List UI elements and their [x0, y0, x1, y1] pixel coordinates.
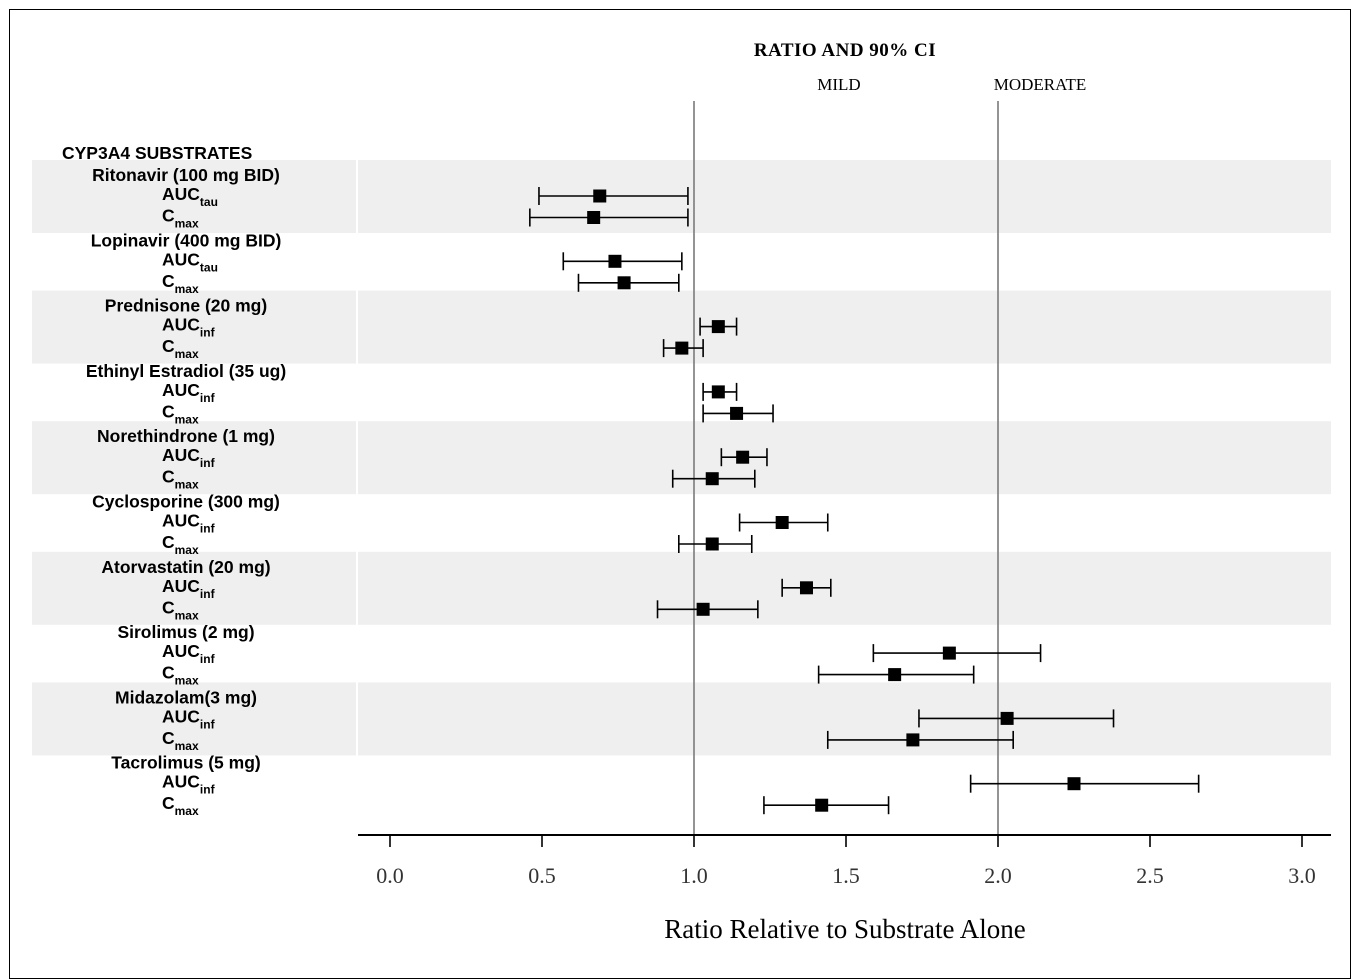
row-label: Cmax: [162, 467, 199, 492]
point-estimate: [617, 276, 631, 290]
row-label: AUCinf: [162, 315, 216, 340]
point-estimate: [593, 189, 607, 203]
row-label: AUCinf: [162, 772, 216, 797]
row-label: Cmax: [162, 663, 199, 688]
x-tick-label: 0.5: [528, 863, 556, 888]
row-label: AUCinf: [162, 641, 216, 666]
point-estimate: [608, 254, 622, 268]
x-tick-label: 2.0: [984, 863, 1012, 888]
row-band-label: [32, 290, 356, 364]
point-estimate: [906, 733, 920, 747]
row-label: AUCinf: [162, 511, 216, 536]
point-estimate: [711, 385, 725, 399]
data-marks: [529, 187, 1200, 815]
row-label: AUCinf: [162, 576, 216, 601]
point-estimate: [815, 798, 829, 812]
row-label: Cmax: [162, 336, 199, 361]
row-label: Cmax: [162, 597, 199, 622]
x-tick-label: 3.0: [1288, 863, 1316, 888]
x-axis: 0.0 0.5 1.0 1.5 2.0 2.5 3.0: [358, 834, 1331, 888]
x-tick-label: 2.5: [1136, 863, 1164, 888]
row-band-plot: [358, 421, 1331, 495]
group-name: Ethinyl Estradiol (35 ug): [86, 361, 286, 381]
point-estimate: [730, 406, 744, 420]
row-label: Cmax: [162, 401, 199, 426]
point-estimate: [705, 472, 719, 486]
row-band-label: [32, 160, 356, 233]
point-estimate: [775, 516, 789, 529]
row-label: Cmax: [162, 271, 199, 296]
row-label: Cmax: [162, 206, 199, 231]
row-band-plot: [358, 290, 1331, 364]
reference-label: MODERATE: [994, 75, 1087, 94]
row-band-plot: [358, 682, 1331, 756]
group-name: Atorvastatin (20 mg): [101, 557, 270, 577]
chart-title: RATIO AND 90% CI: [754, 40, 936, 61]
row-label: AUCinf: [162, 380, 216, 405]
point-estimate: [888, 668, 902, 682]
point-estimate: [696, 602, 710, 616]
group-name: Lopinavir (400 mg BID): [91, 230, 282, 250]
row-band-label: [32, 551, 356, 625]
row-band-plot: [358, 160, 1331, 233]
row-label: AUCinf: [162, 706, 216, 731]
x-tick-label: 1.5: [832, 863, 860, 888]
group-name: Midazolam(3 mg): [115, 687, 257, 707]
row-band-label: [32, 421, 356, 495]
point-estimate: [705, 537, 719, 551]
row-label: Cmax: [162, 728, 199, 753]
reference-lines: MILD MODERATE: [693, 75, 1087, 835]
row-label: AUCtau: [162, 249, 218, 274]
row-label: AUCtau: [162, 184, 218, 209]
x-axis-label: Ratio Relative to Substrate Alone: [664, 914, 1025, 944]
group-name: Tacrolimus (5 mg): [111, 753, 260, 773]
row-label: Cmax: [162, 793, 199, 818]
row-label: AUCinf: [162, 445, 216, 470]
group-name: Prednisone (20 mg): [105, 296, 267, 316]
group-name: Norethindrone (1 mg): [97, 426, 275, 446]
point-estimate: [675, 341, 689, 355]
point-estimate: [736, 450, 750, 464]
point-estimate: [1067, 777, 1081, 791]
point-estimate: [1000, 711, 1014, 725]
point-estimate: [587, 211, 601, 224]
x-tick-label: 0.0: [376, 863, 404, 888]
row-band-plot: [358, 551, 1331, 625]
row-label: Cmax: [162, 532, 199, 557]
point-estimate: [799, 581, 813, 595]
group-name: Cyclosporine (300 mg): [92, 492, 280, 512]
point-estimate: [711, 320, 725, 334]
row-band-label: [32, 682, 356, 756]
row-bands: [32, 160, 1331, 756]
group-name: Sirolimus (2 mg): [117, 622, 254, 642]
x-tick-label: 1.0: [680, 863, 708, 888]
point-estimate: [942, 646, 956, 660]
section-header: CYP3A4 SUBSTRATES: [62, 143, 252, 163]
group-name: Ritonavir (100 mg BID): [92, 165, 280, 185]
reference-label: MILD: [817, 75, 860, 94]
